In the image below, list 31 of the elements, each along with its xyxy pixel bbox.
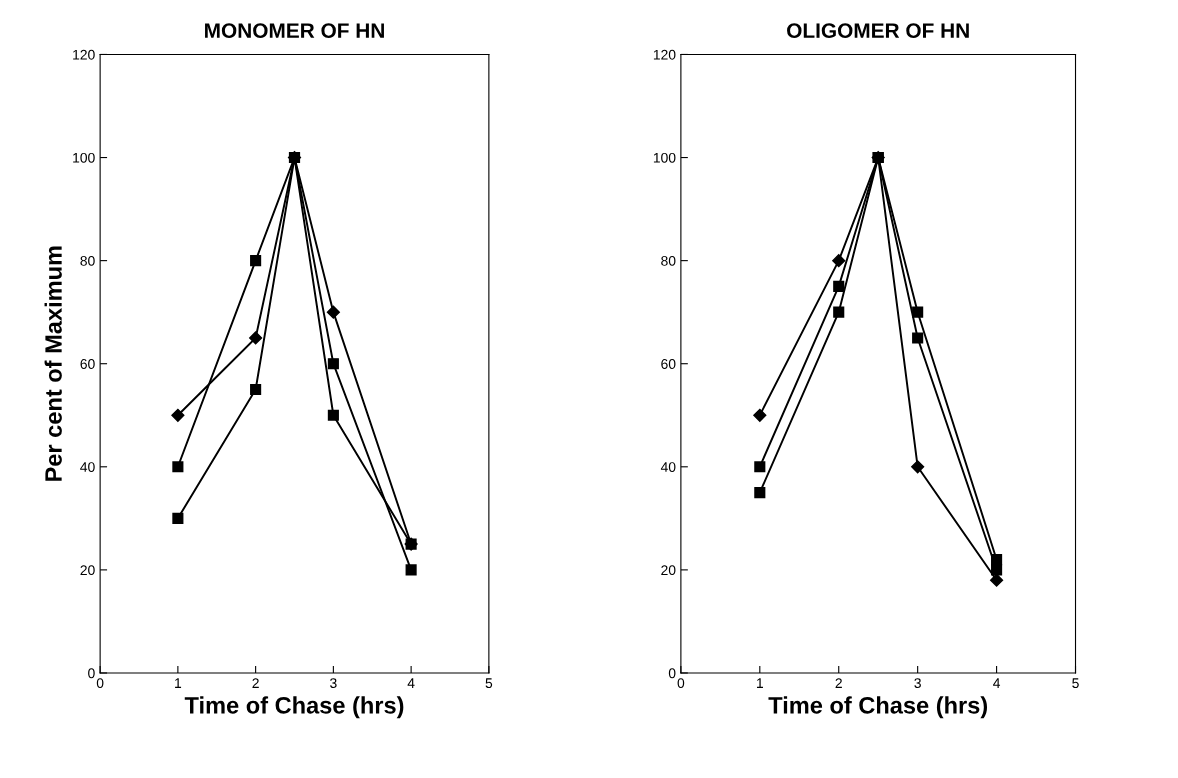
- y-tick-label: 60: [80, 359, 95, 369]
- y-tick-label: 100: [73, 152, 95, 163]
- y-tick-label: 100: [653, 152, 676, 163]
- y-tick-label: 0: [668, 668, 676, 679]
- x-axis-title: Time of Chase (hrs): [184, 696, 404, 719]
- y-tick-label: 80: [661, 255, 676, 266]
- x-axis-title: Time of Chase (hrs): [768, 696, 988, 719]
- y-tick-label: 120: [653, 49, 676, 60]
- x-tick-label: 5: [1072, 678, 1079, 689]
- x-tick-label: 0: [96, 678, 104, 689]
- chart-title: MONOMER OF HN: [205, 23, 384, 38]
- y-axis-title: Per cent of Maximum: [44, 246, 62, 481]
- y-tick-label: 40: [660, 462, 676, 472]
- x-tick-label: 1: [757, 678, 763, 688]
- x-tick-label: 2: [252, 678, 259, 688]
- x-tick-label: 5: [485, 678, 493, 689]
- chart-title: OLIGOMER OF HN: [787, 23, 969, 38]
- x-tick-label: 4: [407, 678, 415, 688]
- x-tick-label: 3: [330, 678, 337, 689]
- y-tick-label: 120: [73, 49, 95, 60]
- y-tick-label: 80: [80, 255, 95, 266]
- x-tick-label: 1: [175, 678, 182, 688]
- y-tick-label: 40: [80, 462, 95, 472]
- x-tick-label: 2: [835, 678, 842, 688]
- y-tick-label: 60: [661, 359, 676, 369]
- y-tick-label: 20: [80, 565, 95, 576]
- x-tick-label: 0: [677, 678, 685, 689]
- x-tick-label: 4: [993, 678, 1001, 688]
- x-tick-label: 3: [914, 678, 921, 689]
- y-tick-label: 20: [661, 565, 676, 576]
- y-tick-label: 0: [88, 668, 95, 679]
